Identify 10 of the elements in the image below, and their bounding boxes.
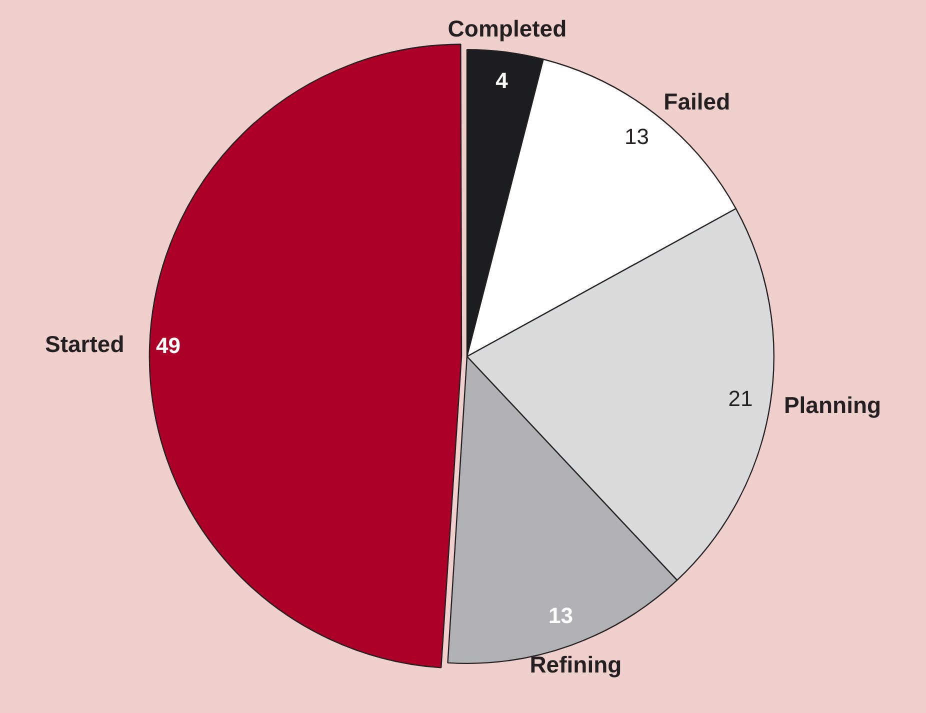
slice-label: Started xyxy=(45,331,124,358)
slice-label: Planning xyxy=(784,392,882,418)
slice-label: Refining xyxy=(530,651,622,678)
data-label: 49 xyxy=(156,333,180,358)
slice-label: Failed xyxy=(664,88,730,114)
data-label: 13 xyxy=(548,603,574,628)
data-label: 21 xyxy=(728,386,753,411)
data-label: 13 xyxy=(624,124,649,149)
data-label: 4 xyxy=(496,68,509,93)
slice-label: Completed xyxy=(448,16,567,42)
